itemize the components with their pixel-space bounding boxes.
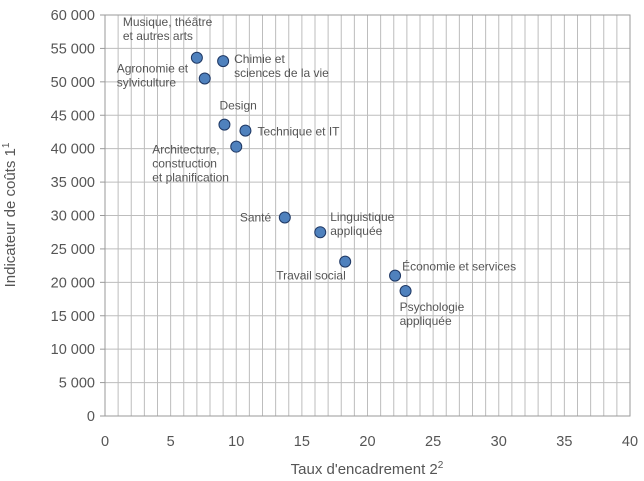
data-label: Linguistique appliquée: [330, 210, 394, 238]
data-label: Agronomie et sylviculture: [117, 61, 189, 89]
data-label: Travail social: [276, 269, 346, 283]
x-axis-title: Taux d'encadrement 22: [291, 460, 444, 478]
data-point: [239, 124, 252, 137]
y-tick-label: 40 000: [51, 142, 95, 158]
data-point: [218, 118, 231, 131]
y-tick-label: 35 000: [51, 175, 95, 191]
y-tick-label: 50 000: [51, 75, 95, 91]
x-tick-label: 25: [425, 434, 441, 450]
data-label-line: Économie et services: [402, 259, 516, 274]
data-label-line: Musique, théâtre: [123, 15, 213, 29]
data-label-line: sylviculture: [117, 75, 177, 89]
x-tick-label: 40: [622, 434, 638, 450]
data-label-line: Architecture,: [152, 143, 219, 157]
data-label-line: Psychologie: [400, 300, 465, 314]
tick-labels: 0 5 000 10 000 15 000 20 000 25 000 30 000 35 0…: [51, 8, 638, 450]
y-tick-label: 20 000: [51, 275, 95, 291]
data-point: [190, 51, 203, 64]
x-tick-label: 5: [167, 434, 175, 450]
x-tick-label: 30: [491, 434, 507, 450]
data-label-line: et planification: [152, 171, 229, 185]
data-point: [389, 269, 402, 282]
x-tick-label: 35: [556, 434, 572, 450]
data-point: [314, 226, 327, 239]
data-label: Santé: [240, 211, 272, 225]
data-label: Psychologie appliquée: [400, 300, 465, 328]
y-tick-label: 25 000: [51, 242, 95, 258]
data-label-line: sciences de la vie: [234, 66, 329, 80]
x-tick-label: 20: [359, 434, 375, 450]
data-label-line: Design: [219, 99, 256, 113]
data-label-line: Technique et IT: [257, 125, 340, 139]
data-label-line: construction: [152, 157, 217, 171]
data-label: Économie et services: [402, 259, 516, 274]
y-tick-label: 30 000: [51, 209, 95, 225]
data-point: [230, 140, 243, 153]
data-points: [190, 51, 412, 298]
data-point: [339, 255, 352, 268]
data-point: [198, 72, 211, 85]
data-label: Architecture, construction et planificatio…: [152, 143, 229, 185]
data-point: [217, 55, 230, 68]
y-tick-label: 5 000: [59, 376, 95, 392]
data-point: [278, 211, 291, 224]
y-tick-label: 55 000: [51, 41, 95, 57]
x-tick-label: 0: [101, 434, 109, 450]
data-label: Technique et IT: [257, 125, 340, 139]
data-label-line: appliquée: [330, 224, 382, 238]
y-axis-title: Indicateur de coûts 11: [1, 142, 19, 287]
y-tick-label: 60 000: [51, 8, 95, 24]
data-label-line: Linguistique: [330, 210, 394, 224]
data-point: [399, 285, 412, 298]
data-label-line: Chimie et: [234, 52, 285, 66]
data-label-line: Travail social: [276, 269, 346, 283]
data-label: Musique, théâtre et autres arts: [123, 15, 213, 43]
data-label-line: et autres arts: [123, 29, 193, 43]
data-label-line: appliquée: [400, 314, 452, 328]
x-tick-label: 15: [294, 434, 310, 450]
y-tick-label: 10 000: [51, 342, 95, 358]
x-tick-label: 10: [228, 434, 244, 450]
data-label: Chimie et sciences de la vie: [234, 52, 329, 80]
data-label-line: Agronomie et: [117, 61, 189, 75]
grid-layer: [105, 14, 630, 417]
data-label-line: Santé: [240, 211, 272, 225]
y-tick-label: 0: [87, 409, 95, 425]
y-tick-label: 15 000: [51, 309, 95, 325]
y-tick-label: 45 000: [51, 108, 95, 124]
data-label: Design: [219, 99, 256, 113]
